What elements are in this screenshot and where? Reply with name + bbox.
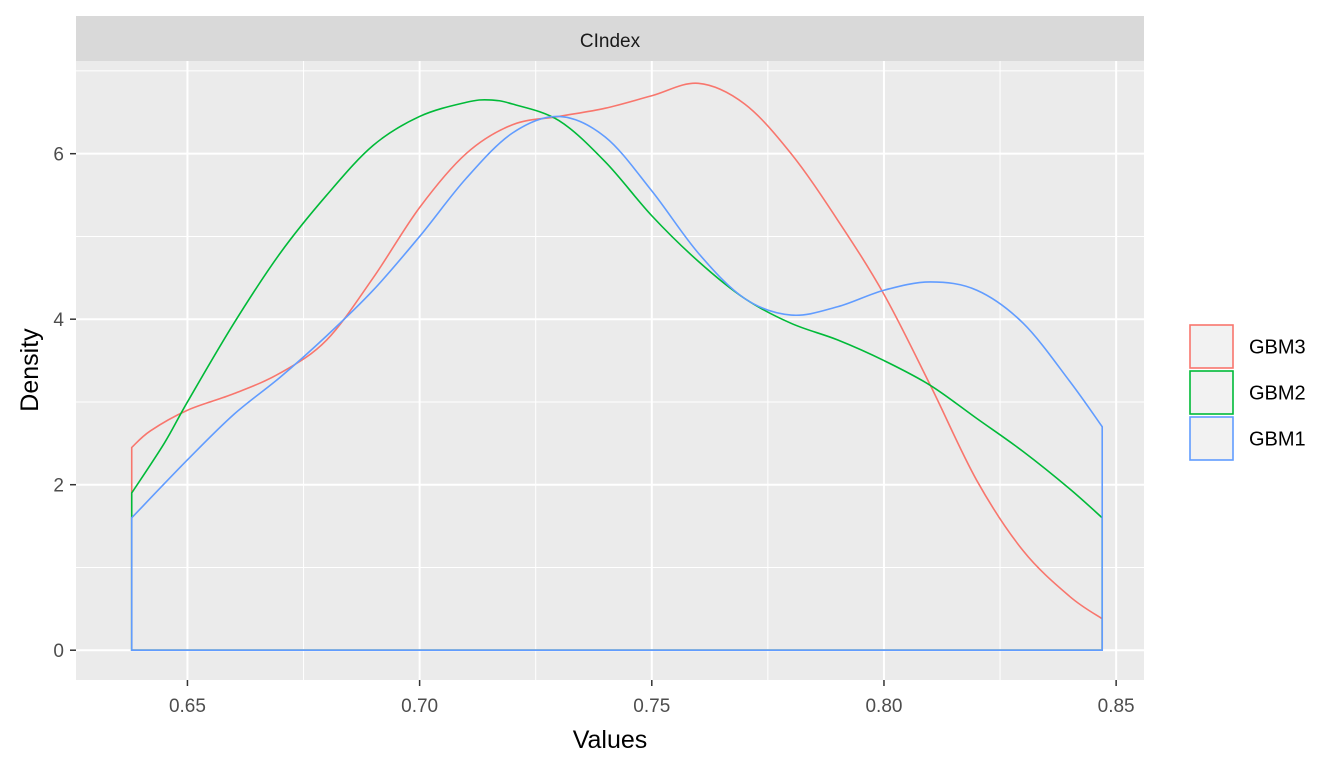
y-axis-title: Density <box>16 328 44 412</box>
y-tick-label: 2 <box>53 476 64 497</box>
density-line-gbm2 <box>130 98 1104 652</box>
y-tick-label: 6 <box>53 145 64 166</box>
legend-label-gbm2: GBM2 <box>1249 383 1306 405</box>
minor-grid <box>76 61 1144 680</box>
x-axis-title: Values <box>573 726 648 754</box>
legend: GBM3 GBM2 GBM1 <box>1189 324 1306 461</box>
facet-strip-label: CIndex <box>580 31 641 52</box>
y-tick-label: 4 <box>53 310 64 331</box>
density-line-gbm1 <box>130 115 1104 652</box>
x-tick-label: 0.65 <box>169 696 206 717</box>
major-grid <box>76 61 1144 680</box>
x-tick-label: 0.80 <box>865 696 902 717</box>
legend-key-gbm1 <box>1189 416 1234 461</box>
x-tick-label: 0.70 <box>401 696 438 717</box>
y-tick-label: 0 <box>53 641 64 662</box>
legend-key-gbm3 <box>1189 324 1234 369</box>
series-layer <box>130 82 1104 652</box>
x-tick-label: 0.85 <box>1098 696 1135 717</box>
legend-key-gbm2 <box>1189 370 1234 415</box>
plot-panel <box>76 61 1144 680</box>
legend-label-gbm3: GBM3 <box>1249 337 1306 359</box>
legend-label-gbm1: GBM1 <box>1249 429 1306 451</box>
x-tick-label: 0.75 <box>633 696 670 717</box>
facet-strip <box>76 16 1144 61</box>
y-axis-ticks: 0 2 4 6 <box>53 145 76 662</box>
density-line-gbm3 <box>130 82 1104 652</box>
x-axis-ticks: 0.65 0.70 0.75 0.80 0.85 <box>169 680 1135 717</box>
